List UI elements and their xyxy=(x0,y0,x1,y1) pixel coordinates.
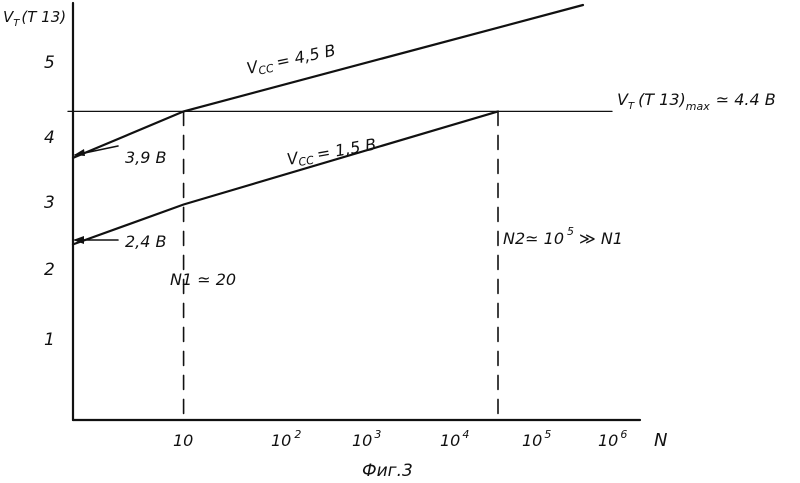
series-label: VCC= 1,5 B xyxy=(285,135,378,171)
arrowhead xyxy=(74,149,85,156)
y-tick-label: 1 xyxy=(44,330,55,350)
y-tick-label: 4 xyxy=(44,128,55,148)
y-axis-title: VT(T 13) xyxy=(3,8,66,29)
x-axis-title: N xyxy=(654,430,667,451)
threshold-label: VT(T 13)max≃ 4.4 B xyxy=(617,90,776,113)
x-tick-label: 103 xyxy=(352,428,381,450)
marker-label-n2: N2≃ 105≫ N1 xyxy=(503,225,623,248)
x-tick-labels: 10 102 103 104 105 106 N xyxy=(173,428,667,451)
y-tick-labels: 1 2 3 4 5 xyxy=(44,53,55,350)
intercept-label: 2,4 B xyxy=(125,232,167,251)
figure-caption: Фиг.3 xyxy=(362,461,413,481)
marker-label-n1: N1 ≃ 20 xyxy=(170,270,236,289)
x-tick-label: 104 xyxy=(440,428,469,450)
y-tick-label: 5 xyxy=(44,53,55,73)
x-tick-label: 106 xyxy=(598,428,627,450)
y-tick-label: 3 xyxy=(44,193,55,213)
x-tick-label: 105 xyxy=(522,428,551,450)
x-tick-label: 10 xyxy=(173,431,193,450)
series-line-vcc-4-5 xyxy=(73,5,583,158)
intercept-annotation: 2,4 B xyxy=(73,232,167,251)
intercept-label: 3,9 B xyxy=(125,148,167,167)
intercept-annotation: 3,9 B xyxy=(74,146,167,167)
y-tick-label: 2 xyxy=(44,260,55,280)
x-tick-label: 102 xyxy=(271,428,301,450)
